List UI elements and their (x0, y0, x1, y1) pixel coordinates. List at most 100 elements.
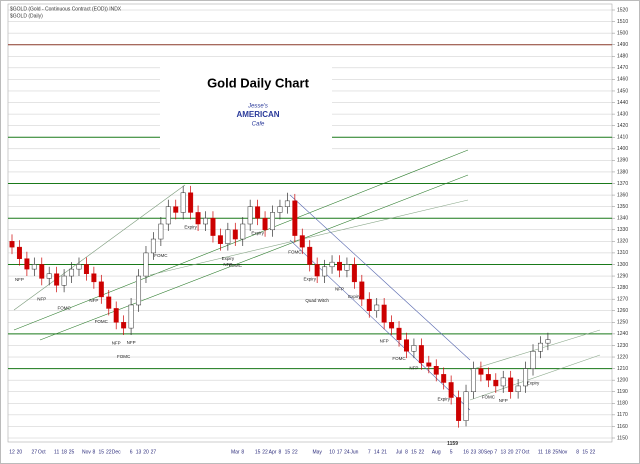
x-tick-label: Oct (38, 449, 46, 455)
candle-body (61, 275, 67, 286)
x-tick-label: 10 (329, 449, 335, 455)
candle-body (344, 264, 350, 271)
candle-body (292, 200, 298, 236)
y-tick-label: 1250 (617, 320, 628, 326)
candle-body (277, 206, 283, 213)
candle-body (106, 296, 112, 309)
candle-body (329, 261, 335, 268)
candle-body (203, 217, 209, 225)
low-label: 1159 (447, 441, 458, 447)
x-tick-label: 16 (463, 449, 469, 455)
x-tick-label: Nov (82, 449, 91, 455)
x-tick-label: Apr (269, 449, 277, 455)
annotation: FOMC (229, 263, 243, 268)
candle-body (463, 391, 469, 421)
candle-body (255, 206, 261, 219)
y-tick-label: 1480 (617, 54, 628, 60)
candle-body (366, 298, 372, 312)
x-tick-label: 24 (344, 449, 350, 455)
x-tick-label: 25 (69, 449, 75, 455)
x-tick-label: Oct (522, 449, 530, 455)
y-tick-label: 1440 (617, 100, 628, 106)
candle-body (403, 339, 409, 352)
candle-body (418, 345, 424, 364)
x-tick-label: Jun (350, 449, 358, 455)
x-tick-label: 14 (374, 449, 380, 455)
annotation: Expiry (222, 256, 235, 261)
annotation: Expiry (251, 230, 264, 235)
candle-body (188, 192, 194, 213)
annotation: Expiry (348, 294, 361, 299)
x-tick-label: 8 (241, 449, 244, 455)
x-tick-label: 11 (54, 449, 59, 455)
x-tick-label: Mar (231, 449, 240, 455)
candle-body (493, 379, 499, 387)
annotation: Expiry (437, 397, 450, 402)
x-tick-label: 22 (262, 449, 268, 455)
annotation: NFP (409, 365, 418, 370)
x-tick-label: 20 (143, 449, 149, 455)
candle-body (299, 235, 305, 248)
candle-body (39, 264, 45, 279)
candle-body (54, 273, 60, 286)
x-tick-label: 8 (576, 449, 579, 455)
x-tick-label: 23 (471, 449, 477, 455)
x-tick-label: 15 (582, 449, 588, 455)
x-tick-label: 20 (508, 449, 514, 455)
annotation: NFP (15, 277, 24, 282)
candle-body (448, 382, 454, 398)
candle-body (210, 217, 216, 236)
trendlines (13, 149, 601, 411)
candle-body (485, 374, 491, 381)
y-tick-label: 1270 (617, 297, 628, 303)
trendline (39, 174, 469, 341)
candle-body (478, 368, 484, 375)
candle-body (545, 339, 551, 344)
x-tick-label: 5 (450, 449, 453, 455)
y-tick-label: 1520 (617, 7, 628, 13)
x-tick-label: 8 (405, 449, 408, 455)
candle-body (351, 264, 357, 283)
x-tick-label: 7 (368, 449, 371, 455)
candle-body (91, 273, 97, 283)
x-tick-label: 8 (279, 449, 282, 455)
annotation: Quad Witch (305, 298, 329, 303)
x-tick-label: 20 (17, 449, 23, 455)
y-tick-label: 1150 (617, 435, 628, 441)
x-tick-label: 15 (255, 449, 261, 455)
candle-body (433, 366, 439, 375)
x-tick-label: Sep (484, 449, 493, 455)
candle-body (143, 252, 149, 277)
annotation: NFP (335, 286, 344, 291)
candle-body (284, 200, 290, 207)
candle-body (389, 322, 395, 329)
header: $GOLD (Gold - Continuous Contract (EOD))… (10, 6, 122, 12)
candle-body (508, 377, 514, 392)
candle-body (173, 206, 179, 213)
channel (289, 194, 471, 361)
candle-body (180, 192, 186, 213)
x-tick-label: 13 (136, 449, 142, 455)
candle-body (374, 304, 380, 312)
y-tick-label: 1370 (617, 181, 628, 187)
candle-body (69, 268, 75, 277)
candle-body (411, 345, 417, 352)
x-tick-label: 6 (130, 449, 133, 455)
annotation: FOMC (95, 319, 109, 324)
y-tick-label: 1230 (617, 343, 628, 349)
candle-body (195, 212, 201, 225)
y-tick-label: 1500 (617, 30, 628, 36)
x-tick-label: 30 (478, 449, 484, 455)
x-tick-label: Jul (396, 449, 402, 455)
annotation: NFP (127, 340, 136, 345)
y-tick-label: 1510 (617, 19, 628, 25)
title-box (160, 58, 332, 154)
y-tick-label: 1460 (617, 77, 628, 83)
y-tick-label: 1410 (617, 135, 628, 141)
candle-body (83, 264, 89, 274)
x-tick-label: 21 (381, 449, 387, 455)
candle-body (217, 235, 223, 244)
candle-body (426, 362, 432, 367)
candle-body (515, 385, 521, 392)
x-tick-label: 22 (292, 449, 298, 455)
